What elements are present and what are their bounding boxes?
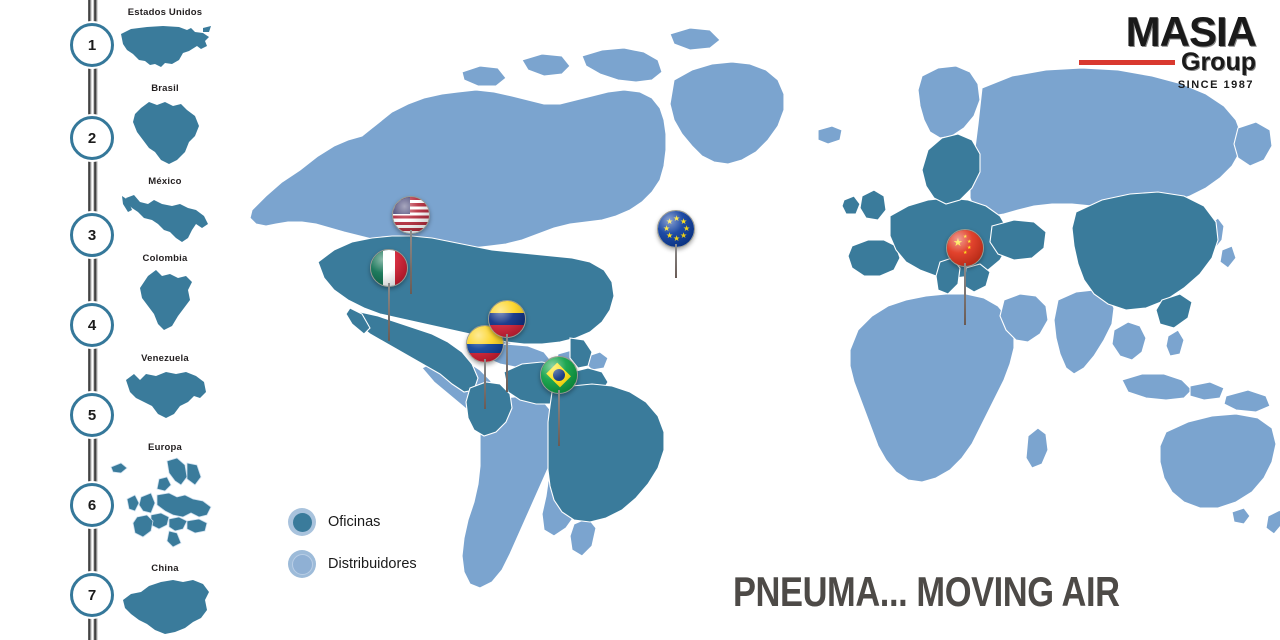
timeline-label-6: Europa	[148, 442, 182, 453]
pin-needle	[506, 334, 508, 392]
map-legend: Oficinas Distribuidores	[288, 508, 417, 592]
timeline-label-2: Brasil	[151, 83, 179, 94]
legend-item-distribuidores[interactable]: Distribuidores	[288, 550, 417, 578]
venezuela-shape	[100, 366, 230, 426]
timeline-label-5: Venezuela	[141, 353, 189, 364]
pin-brazil[interactable]	[540, 356, 578, 446]
timeline-number-7[interactable]: 7	[70, 573, 114, 617]
pin-needle	[558, 390, 560, 446]
logo-since-text: SINCE 1987	[1177, 78, 1254, 91]
legend-label-distribuidores: Distribuidores	[328, 556, 417, 572]
pin-mexico[interactable]	[370, 249, 408, 341]
brand-logo: MASIA Group SINCE 1987	[1079, 8, 1257, 91]
logo-group-text: Group	[1181, 47, 1256, 76]
flag-br-icon	[540, 356, 578, 394]
pin-needle	[675, 244, 677, 278]
timeline-label-7: China	[151, 563, 179, 574]
timeline-number-5[interactable]: 5	[70, 393, 114, 437]
timeline-sidebar: Estados Unidos 1 Brasil 2 México 3 Colom…	[0, 0, 230, 640]
flag-cn-icon: ★ ★ ★ ★ ★	[946, 229, 984, 267]
flag-eu-icon: ★ ★ ★ ★ ★ ★ ★ ★	[657, 210, 695, 248]
usa-shape	[100, 20, 230, 72]
flag-ve-icon	[488, 300, 526, 338]
timeline-number-4[interactable]: 4	[70, 303, 114, 347]
europe-shape	[100, 455, 230, 550]
flag-mx-icon	[370, 249, 408, 287]
pin-european-union[interactable]: ★ ★ ★ ★ ★ ★ ★ ★	[657, 210, 695, 278]
mexico-shape	[100, 190, 230, 252]
brazil-shape	[100, 96, 230, 168]
logo-masia-text: MASIA	[1125, 8, 1257, 55]
flag-us-icon	[392, 196, 430, 234]
timeline-label-4: Colombia	[142, 253, 188, 264]
logo-red-bar	[1079, 59, 1175, 65]
timeline-label-3: México	[148, 176, 182, 187]
office-dot-icon	[288, 508, 316, 536]
legend-item-oficinas[interactable]: Oficinas	[288, 508, 417, 536]
pin-needle	[388, 283, 390, 341]
distributor-dot-icon	[288, 550, 316, 578]
pin-china[interactable]: ★ ★ ★ ★ ★	[946, 229, 984, 325]
pin-needle	[484, 359, 486, 409]
pin-united-states[interactable]	[392, 196, 430, 294]
colombia-shape	[100, 266, 230, 334]
legend-label-oficinas: Oficinas	[328, 514, 381, 530]
timeline-number-1[interactable]: 1	[70, 23, 114, 67]
timeline-label-1: Estados Unidos	[127, 7, 203, 18]
timeline-number-2[interactable]: 2	[70, 116, 114, 160]
timeline-number-3[interactable]: 3	[70, 213, 114, 257]
world-map: ★ ★ ★ ★ ★ ★ ★ ★ ★ ★ ★ ★ ★	[222, 0, 1280, 640]
china-shape	[100, 576, 230, 638]
timeline-number-6[interactable]: 6	[70, 483, 114, 527]
pin-venezuela[interactable]	[488, 300, 526, 392]
tagline-text: PNEUMA... MOVING AIR	[733, 568, 1120, 615]
pin-needle	[410, 230, 412, 294]
pin-needle	[964, 263, 966, 325]
